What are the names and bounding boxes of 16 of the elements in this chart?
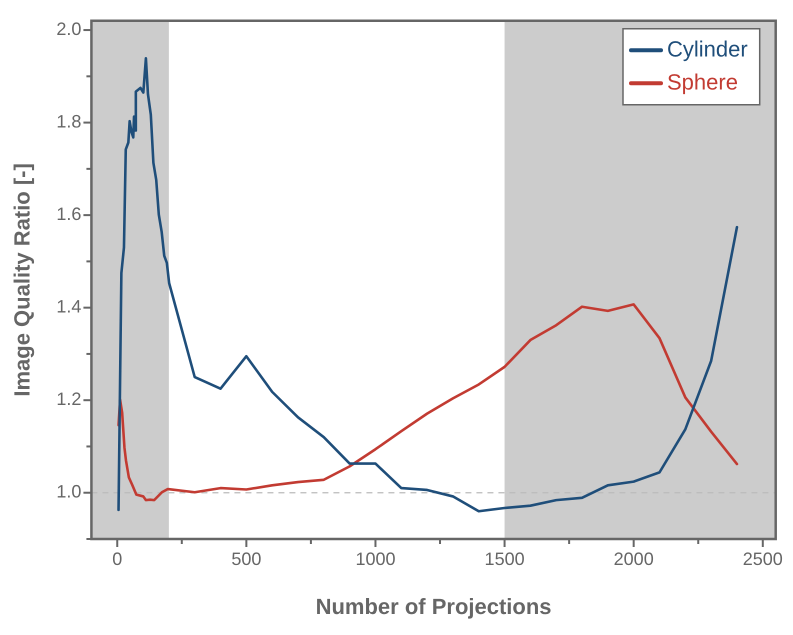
y-tick-label: 1.4 bbox=[56, 296, 82, 317]
x-tick-label: 1000 bbox=[355, 548, 396, 569]
x-tick-label: 2000 bbox=[614, 548, 654, 569]
x-tick-label: 1500 bbox=[484, 548, 525, 569]
y-tick-label: 1.6 bbox=[56, 204, 82, 224]
legend-label: Cylinder bbox=[667, 36, 748, 62]
x-tick-label: 2500 bbox=[742, 548, 783, 569]
x-axis-title: Number of Projections bbox=[316, 594, 552, 619]
y-tick-label: 2.0 bbox=[56, 19, 82, 40]
y-tick-label: 1.0 bbox=[56, 482, 82, 502]
y-tick-label: 1.8 bbox=[56, 112, 82, 132]
legend-label: Sphere bbox=[667, 69, 738, 94]
y-tick-label: 1.2 bbox=[56, 389, 82, 410]
x-tick-label: 500 bbox=[231, 548, 262, 569]
x-tick-label: 0 bbox=[112, 548, 122, 569]
y-axis-title: Image Quality Ratio [-] bbox=[9, 163, 34, 397]
